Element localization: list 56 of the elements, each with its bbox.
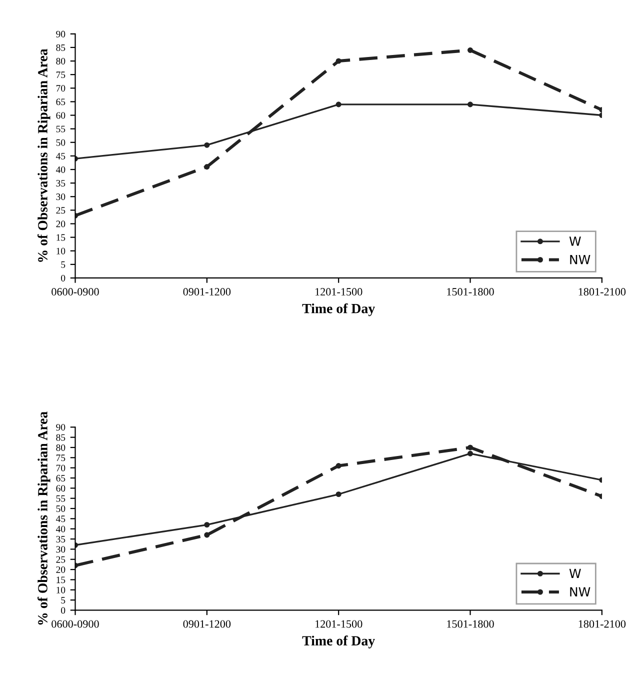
legend-label: W (569, 568, 581, 578)
y-tick-label: 80 (56, 58, 66, 64)
y-tick-label: 25 (56, 556, 66, 563)
x-tick-label: 1501-1800 (447, 620, 494, 628)
y-tick-label: 45 (56, 516, 66, 522)
y-tick-label: 10 (56, 248, 66, 254)
y-tick-label: 75 (56, 454, 66, 462)
y-tick-label: 80 (56, 444, 66, 451)
x-tick-label: 0600-0900 (52, 620, 99, 628)
x-tick-label: 0901-1200 (183, 620, 231, 628)
y-axis-title: % of Observations in Riparian Area (38, 48, 50, 262)
y-tick-label: 20 (56, 566, 66, 573)
y-tick-label: 75 (56, 72, 66, 78)
y-tick-label: 0 (61, 274, 66, 282)
y-tick-label: 60 (56, 112, 66, 119)
y-tick-label: 85 (56, 434, 66, 441)
x-tick-label: 1801-2100 (578, 620, 626, 628)
y-tick-label: 55 (56, 126, 66, 132)
x-tick-label: 0901-1200 (183, 288, 231, 296)
x-tick-label: 1801-2100 (578, 288, 626, 296)
y-tick-label: 5 (61, 261, 66, 268)
x-tick-label: 1501-1800 (447, 288, 494, 296)
y-tick-label: 45 (56, 152, 66, 160)
y-tick-label: 35 (56, 536, 66, 542)
y-tick-label: 90 (56, 424, 66, 431)
y-tick-label: 65 (56, 474, 66, 482)
x-axis-title: Time of Day (302, 303, 375, 316)
y-tick-label: 25 (56, 207, 66, 214)
legend-label: NW (570, 255, 590, 264)
x-tick-label: 1201-1500 (315, 620, 362, 628)
legend-label: W (569, 236, 581, 246)
y-tick-label: 55 (56, 495, 66, 502)
y-tick-label: 20 (56, 220, 66, 228)
y-tick-label: 50 (56, 505, 66, 512)
y-tick-label: 60 (56, 485, 66, 492)
y-tick-label: 15 (56, 576, 66, 584)
y-tick-label: 10 (56, 586, 66, 594)
y-tick-label: 40 (56, 166, 66, 173)
y-tick-label: 70 (56, 464, 66, 472)
y-tick-label: 0 (61, 607, 66, 614)
y-tick-label: 50 (56, 139, 66, 146)
x-tick-label: 0600-0900 (52, 288, 99, 296)
y-tick-label: 70 (56, 85, 66, 92)
y-tick-label: 15 (56, 234, 66, 241)
y-tick-label: 85 (56, 44, 66, 51)
y-tick-label: 35 (56, 180, 66, 187)
x-tick-label: 1201-1500 (315, 288, 362, 296)
legend-label: NW (570, 587, 590, 596)
y-tick-label: 30 (56, 546, 66, 553)
y-tick-label: 30 (56, 194, 66, 200)
y-tick-label: 5 (61, 597, 66, 604)
x-axis-title: Time of Day (302, 636, 375, 648)
y-tick-label: 65 (56, 98, 66, 106)
y-axis-title: % of Observations in Riparian Area (38, 412, 50, 625)
y-tick-label: 90 (56, 30, 66, 38)
y-tick-label: 40 (56, 526, 66, 532)
